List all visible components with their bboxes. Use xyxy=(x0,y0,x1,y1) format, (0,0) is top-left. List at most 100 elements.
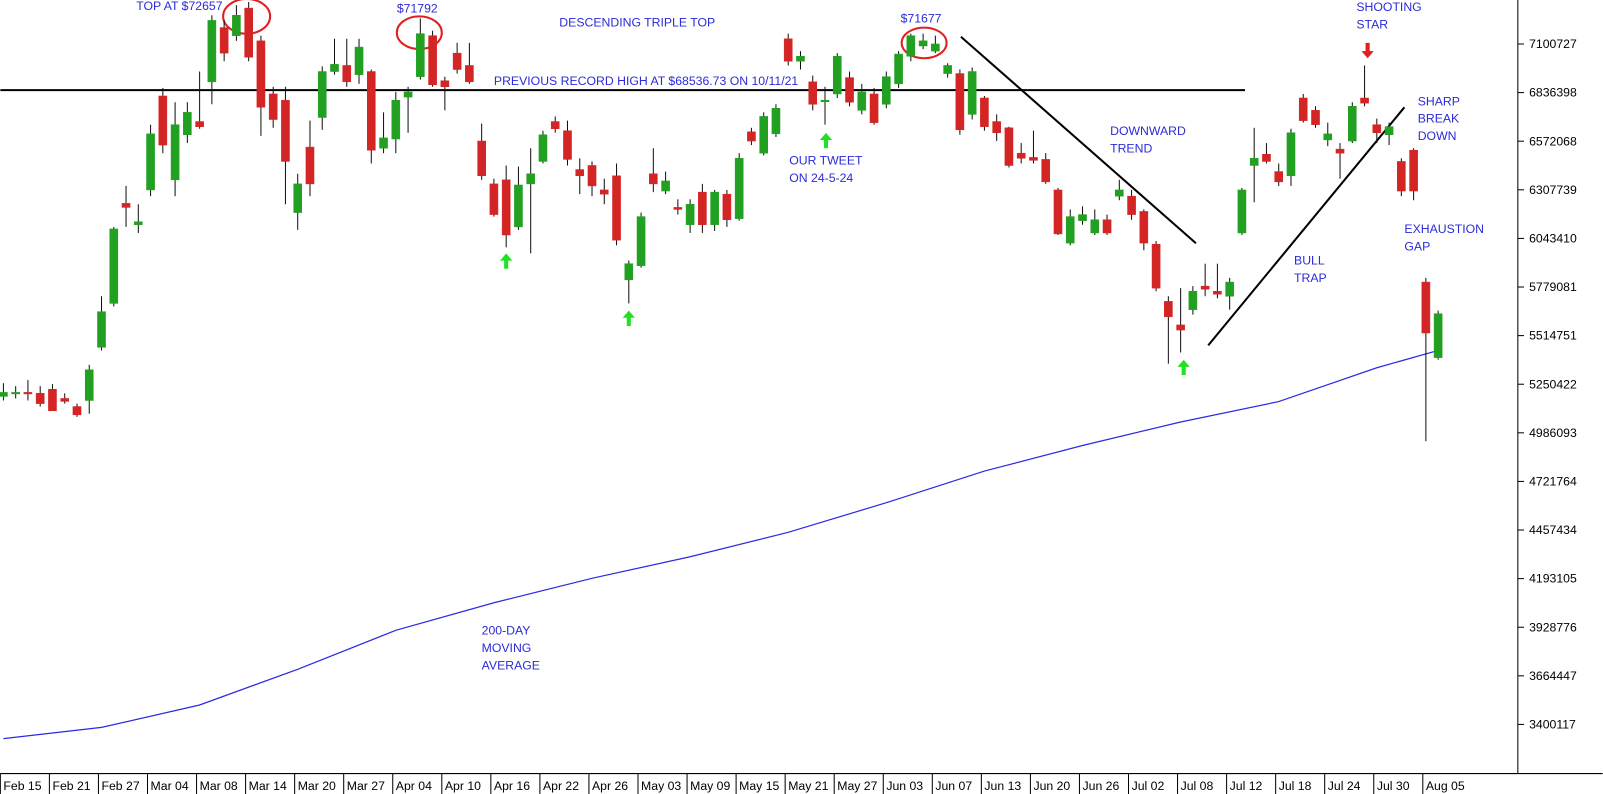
annotation: DOWNWARD xyxy=(1110,124,1186,138)
candle-body xyxy=(1115,189,1124,197)
candle-body xyxy=(1372,124,1382,134)
annotation: SHOOTING xyxy=(1356,0,1421,14)
candle-body xyxy=(857,91,867,111)
candle-body xyxy=(918,40,928,47)
candle-body xyxy=(550,121,560,129)
candle-body xyxy=(1311,110,1320,125)
candle-body xyxy=(526,173,536,185)
candle-body xyxy=(109,228,119,304)
candle-body xyxy=(1200,285,1210,290)
y-tick-label: 6307739 xyxy=(1529,183,1577,197)
x-tick-label: Jul 12 xyxy=(1230,779,1263,793)
x-tick-label: Jul 30 xyxy=(1377,779,1410,793)
x-tick-label: Jul 08 xyxy=(1181,779,1214,793)
candle-body xyxy=(1213,291,1222,295)
candle-body xyxy=(967,71,977,115)
x-tick-label: Jun 13 xyxy=(984,779,1021,793)
candle-body xyxy=(661,180,670,192)
y-tick-label: 5779081 xyxy=(1529,280,1577,294)
candle-body xyxy=(1090,219,1100,234)
green-arrow xyxy=(819,132,833,149)
candle-body xyxy=(1347,106,1357,142)
moving-average-line xyxy=(3,349,1439,740)
annotation: DOWN xyxy=(1418,129,1457,143)
candle-body xyxy=(747,131,756,142)
candle-body xyxy=(649,173,658,185)
x-tick-label: Apr 26 xyxy=(592,779,628,793)
y-tick-label: 6836398 xyxy=(1529,86,1577,100)
candle-body xyxy=(219,27,229,54)
candle-body xyxy=(317,71,327,118)
trend-line xyxy=(960,36,1197,244)
y-tick-label: 6572068 xyxy=(1529,134,1577,148)
annotation: STAR xyxy=(1356,18,1388,32)
candle-body xyxy=(146,133,155,191)
annotation: AVERAGE xyxy=(482,658,540,672)
candle-body xyxy=(97,311,106,348)
y-tick-label: 4193105 xyxy=(1529,572,1577,586)
annotation: MOVING xyxy=(482,641,532,655)
candle-body xyxy=(60,398,70,402)
candle-body xyxy=(354,46,364,75)
candle-body xyxy=(342,65,352,83)
candle-body xyxy=(416,33,425,77)
candle-body xyxy=(268,93,278,120)
candle-body xyxy=(1102,219,1112,234)
x-tick-label: Mar 04 xyxy=(151,779,189,793)
trend-line xyxy=(1207,106,1406,347)
candle-body xyxy=(1274,171,1284,183)
candle-body xyxy=(906,35,916,57)
candle-body xyxy=(869,93,879,123)
y-tick-label: 3400117 xyxy=(1529,718,1576,732)
x-tick-label: Apr 16 xyxy=(494,779,530,793)
candle-body xyxy=(563,130,572,160)
annotation-shapes xyxy=(222,0,1406,376)
x-tick-label: Apr 22 xyxy=(543,779,579,793)
candle-body xyxy=(1360,97,1369,104)
candle-body xyxy=(1176,324,1185,331)
candle-body xyxy=(281,99,290,162)
candle-body xyxy=(305,146,315,185)
candle-body xyxy=(23,392,33,395)
candle-body xyxy=(158,95,168,146)
candle-body xyxy=(48,389,57,412)
x-tick-label: Jul 18 xyxy=(1279,779,1312,793)
candle-body xyxy=(11,392,20,395)
candle-body xyxy=(759,116,768,154)
candle-body xyxy=(133,221,143,225)
candle-body xyxy=(501,179,511,236)
y-tick-label: 4986093 xyxy=(1529,426,1577,440)
y-tick-label: 3928776 xyxy=(1529,620,1577,634)
candle-body xyxy=(845,77,854,103)
y-tick-label: 6043410 xyxy=(1529,231,1577,245)
candle-body xyxy=(1335,148,1345,154)
candle-body xyxy=(1029,157,1038,161)
candle-body xyxy=(170,124,180,181)
x-tick-label: May 15 xyxy=(739,779,779,793)
annotation: ON 24-5-24 xyxy=(789,171,853,185)
candle-body xyxy=(538,134,548,162)
candle-body xyxy=(1188,291,1198,310)
candle-body xyxy=(673,207,683,210)
x-tick-label: Jun 26 xyxy=(1083,779,1120,793)
candle-body xyxy=(1421,281,1431,334)
candle-body xyxy=(734,158,744,219)
x-tick-label: May 21 xyxy=(788,779,828,793)
candle-body xyxy=(84,369,94,401)
candle-body xyxy=(992,121,1001,134)
candle-body xyxy=(1016,152,1026,159)
candle-body xyxy=(599,189,609,195)
candle-body xyxy=(722,193,732,220)
candle-body xyxy=(1237,189,1247,234)
y-tick-label: 4721764 xyxy=(1529,475,1577,489)
candle-body xyxy=(1078,214,1087,221)
candle-body xyxy=(1053,189,1063,235)
candle-body xyxy=(440,80,450,88)
annotation: BULL xyxy=(1294,254,1325,268)
candle-body xyxy=(1409,149,1418,192)
candle-body xyxy=(121,203,131,208)
candle-body xyxy=(1298,97,1308,121)
